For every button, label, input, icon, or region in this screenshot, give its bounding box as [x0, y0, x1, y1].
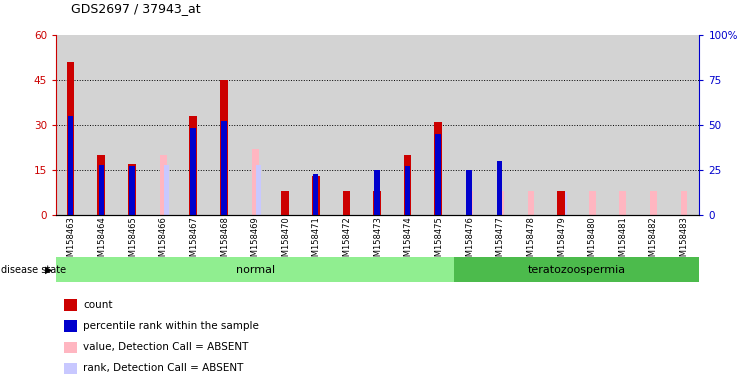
Bar	[638, 35, 669, 215]
Bar	[435, 134, 441, 215]
Text: disease state: disease state	[1, 265, 66, 275]
Bar	[454, 257, 699, 282]
Bar	[527, 191, 534, 215]
Bar	[650, 191, 657, 215]
Text: value, Detection Call = ABSENT: value, Detection Call = ABSENT	[83, 342, 248, 353]
Bar	[374, 170, 380, 215]
Bar	[128, 164, 135, 215]
Bar	[271, 35, 301, 215]
Bar	[191, 128, 196, 215]
Bar	[209, 35, 240, 215]
Bar	[117, 35, 148, 215]
Text: teratozoospermia: teratozoospermia	[528, 265, 626, 275]
Bar	[669, 35, 699, 215]
Bar	[312, 176, 319, 215]
Text: percentile rank within the sample: percentile rank within the sample	[83, 321, 259, 331]
Bar	[281, 191, 289, 215]
Bar	[557, 191, 565, 215]
Text: normal: normal	[236, 265, 275, 275]
Bar	[97, 155, 105, 215]
Bar	[240, 35, 271, 215]
Bar	[497, 161, 502, 215]
Bar	[129, 166, 135, 215]
Text: ▶: ▶	[45, 265, 52, 275]
Bar	[160, 155, 167, 215]
Bar	[179, 35, 209, 215]
Bar	[148, 35, 179, 215]
Bar	[607, 35, 638, 215]
Bar	[589, 191, 595, 215]
Bar	[87, 35, 117, 215]
Bar	[56, 257, 454, 282]
Bar	[619, 191, 626, 215]
Bar	[515, 35, 546, 215]
Bar	[221, 121, 227, 215]
Bar	[577, 35, 607, 215]
Bar	[363, 35, 393, 215]
Bar	[313, 174, 319, 215]
Bar	[343, 191, 350, 215]
Bar	[301, 35, 332, 215]
Bar	[56, 35, 87, 215]
Text: rank, Detection Call = ABSENT: rank, Detection Call = ABSENT	[83, 363, 243, 374]
Text: count: count	[83, 300, 112, 310]
Bar	[546, 35, 577, 215]
Bar	[435, 122, 442, 215]
Bar	[332, 35, 363, 215]
Bar	[257, 164, 261, 215]
Bar	[68, 116, 73, 215]
Bar	[454, 35, 485, 215]
Bar	[252, 149, 259, 215]
Bar	[681, 191, 687, 215]
Bar	[189, 116, 197, 215]
Bar	[485, 35, 515, 215]
Bar	[393, 35, 423, 215]
Bar	[373, 191, 381, 215]
Bar	[220, 80, 227, 215]
Bar	[466, 191, 473, 215]
Bar	[466, 170, 472, 215]
Bar	[165, 164, 169, 215]
Bar	[423, 35, 454, 215]
Bar	[404, 155, 411, 215]
Bar	[67, 62, 75, 215]
Bar	[99, 164, 104, 215]
Text: GDS2697 / 37943_at: GDS2697 / 37943_at	[71, 2, 200, 15]
Bar	[405, 166, 411, 215]
Bar	[562, 192, 567, 215]
Bar	[497, 191, 503, 215]
